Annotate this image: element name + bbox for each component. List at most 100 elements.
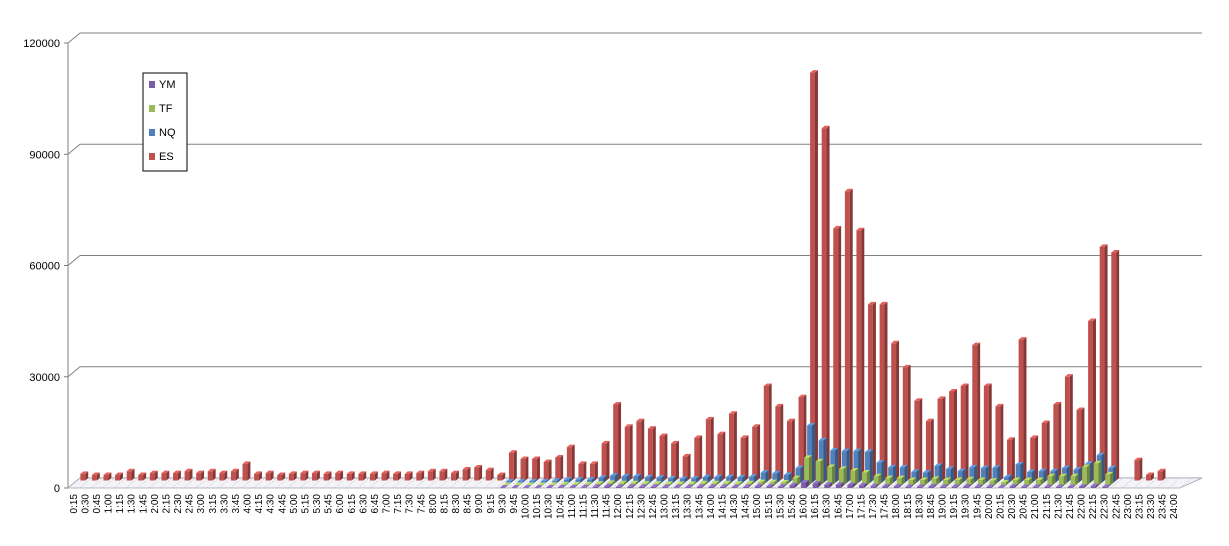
- bar-es: [80, 471, 89, 481]
- bar-es: [578, 461, 587, 481]
- x-tick-label: 4:15: [254, 494, 265, 514]
- bar-es: [277, 472, 286, 481]
- x-tick-label: 21:30: [1053, 494, 1064, 519]
- bar-nq: [772, 470, 781, 483]
- bar-es: [265, 470, 274, 481]
- bar-es: [1007, 437, 1015, 481]
- bar-es: [705, 416, 714, 481]
- bar-nq: [899, 464, 908, 483]
- bar-nq: [540, 479, 549, 483]
- bar-es: [555, 455, 564, 481]
- x-tick-label: 17:30: [868, 494, 879, 519]
- bar-es: [937, 396, 946, 481]
- bar-nq: [737, 474, 746, 483]
- x-tick-label: 4:45: [277, 494, 288, 514]
- bar-ym: [777, 484, 786, 488]
- floor-tick: [368, 477, 382, 489]
- bar-nq: [587, 477, 595, 483]
- bar-ym: [523, 485, 531, 489]
- floor-tick: [276, 477, 289, 489]
- x-tick-label: 21:00: [1030, 494, 1041, 519]
- bar-es: [138, 472, 147, 481]
- x-tick-label: 13:45: [694, 494, 705, 519]
- x-tick-label: 2:00: [150, 494, 161, 514]
- bar-es: [671, 440, 679, 481]
- bar-ym: [627, 484, 636, 488]
- bar-ym: [1079, 484, 1087, 488]
- y-tick-label: 120000: [23, 38, 60, 50]
- x-tick-label: 3:45: [231, 494, 242, 514]
- bar-nq: [691, 476, 700, 483]
- bar-nq: [957, 468, 966, 483]
- floor-tick: [253, 477, 266, 489]
- bar-es: [323, 471, 332, 481]
- bar-es: [230, 468, 239, 481]
- x-tick-label: 16:00: [799, 494, 810, 519]
- bar-ym: [592, 484, 601, 488]
- x-tick-label: 15:00: [752, 494, 763, 519]
- bar-es: [312, 470, 320, 481]
- bar-es: [288, 471, 297, 481]
- floor-tick: [1145, 477, 1158, 489]
- bar-ym: [986, 484, 995, 488]
- bar-es: [647, 426, 656, 481]
- legend-swatch-ym: [149, 81, 155, 88]
- bar-ym: [1044, 484, 1053, 488]
- x-tick-label: 9:15: [486, 494, 497, 514]
- bar-ym: [870, 483, 879, 488]
- bar-es: [393, 471, 401, 481]
- floor-tick: [496, 477, 509, 489]
- bar-tf: [1093, 460, 1102, 486]
- bar-ym: [1067, 484, 1076, 488]
- x-tick-label: 1:15: [115, 494, 126, 514]
- bar-es: [346, 471, 355, 481]
- floor-tick: [461, 477, 475, 489]
- bar-es: [381, 470, 390, 481]
- floor-tick: [542, 477, 556, 489]
- bar-es: [358, 471, 367, 481]
- bar-es: [810, 70, 818, 481]
- bar-ym: [499, 485, 508, 489]
- bar-ym: [638, 484, 647, 488]
- bar-ym: [801, 479, 809, 488]
- bar-es: [196, 470, 205, 481]
- bar-es: [775, 403, 784, 481]
- bar-ym: [963, 484, 972, 488]
- x-tick-label: 18:45: [926, 494, 937, 519]
- bar-ym: [511, 485, 520, 489]
- bar-nq: [783, 472, 792, 483]
- floor-tick: [345, 477, 359, 489]
- bar-ym: [974, 484, 983, 488]
- bar-tf: [1012, 477, 1021, 486]
- bar-nq: [1038, 468, 1047, 483]
- bar-ym: [905, 484, 914, 488]
- bar-es: [868, 301, 876, 481]
- bar-tf: [1105, 471, 1114, 486]
- x-tick-label: 5:30: [312, 494, 323, 514]
- x-tick-label: 7:15: [393, 494, 404, 514]
- x-tick-label: 20:00: [984, 494, 995, 519]
- bar-nq: [505, 479, 514, 483]
- legend-label-ym: YM: [159, 79, 176, 91]
- bar-nq: [656, 475, 665, 483]
- x-axis-ticks: 0:15 0:30 0:45 1:00 1:15 1:30 1:45 2:00 2:15 2:30…: [69, 494, 1180, 519]
- bar-ym: [766, 484, 775, 488]
- x-tick-label: 14:15: [717, 494, 728, 519]
- gridline-side: [67, 366, 81, 378]
- y-tick-label: 30000: [29, 372, 60, 384]
- bar-nq: [621, 473, 630, 483]
- bar-es: [717, 431, 726, 481]
- bar-tf: [1035, 477, 1044, 486]
- bar-es: [659, 433, 668, 481]
- bar-es: [508, 450, 517, 481]
- bar-nq: [888, 464, 897, 483]
- legend-swatch-nq: [149, 129, 155, 136]
- x-tick-label: 8:30: [451, 494, 462, 514]
- bar-ym: [696, 484, 705, 488]
- bar-es: [1111, 249, 1120, 481]
- bar-es: [960, 383, 969, 481]
- bar-tf: [862, 470, 870, 486]
- x-tick-label: 23:30: [1146, 494, 1157, 519]
- bar-nq: [714, 474, 723, 483]
- x-tick-label: 6:45: [370, 494, 381, 514]
